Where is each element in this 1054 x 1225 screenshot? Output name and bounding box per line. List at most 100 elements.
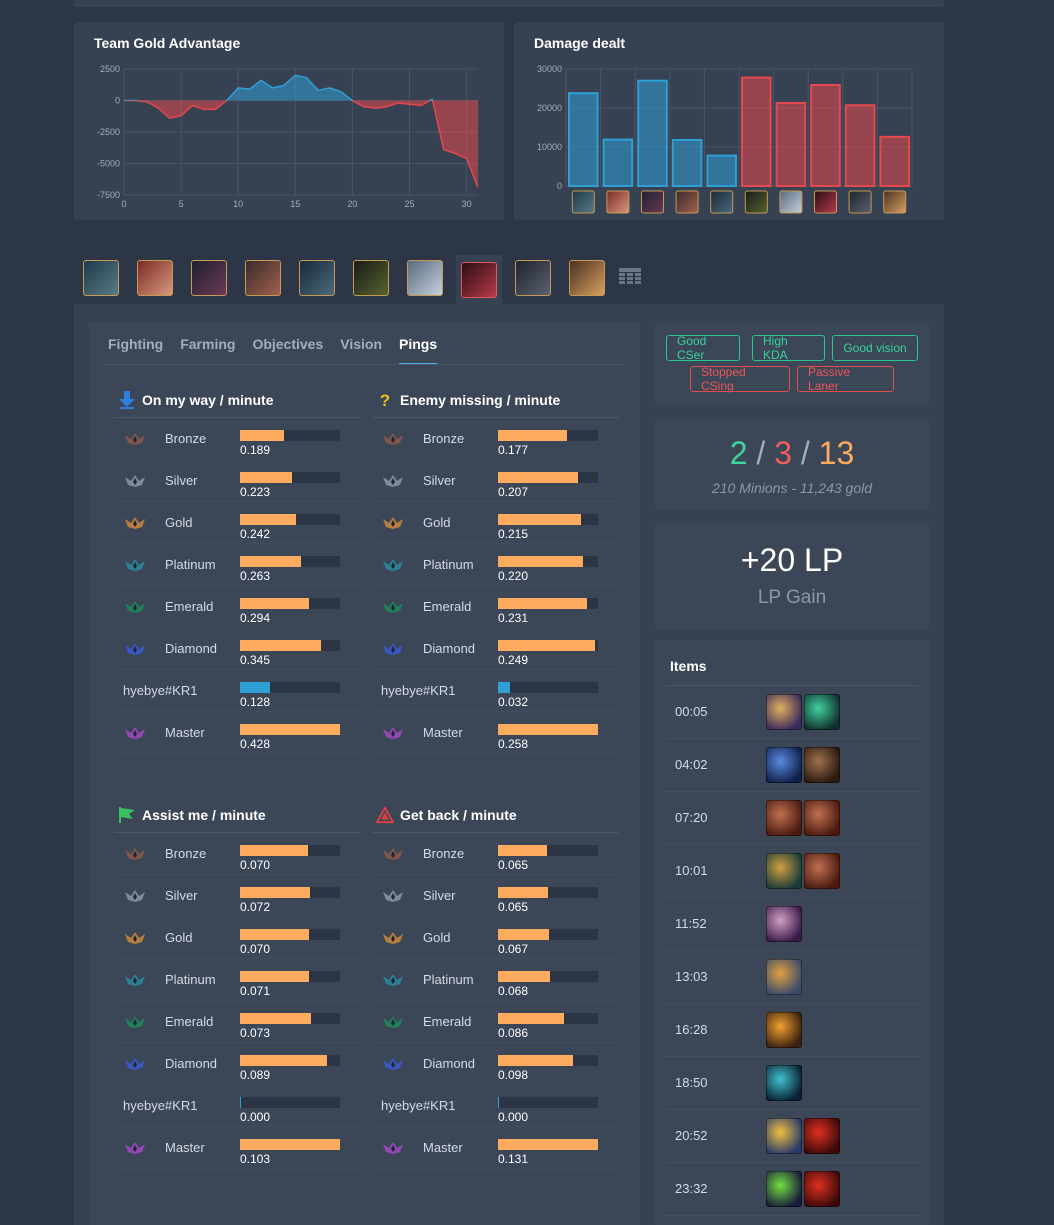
ping-row-value: 0.098 xyxy=(498,1068,529,1082)
ping-row: Bronze 0.070 xyxy=(114,833,361,875)
champion-tab-5[interactable] xyxy=(294,255,340,301)
gold-tier-icon xyxy=(124,516,146,530)
item-purchase-row: 10:01 xyxy=(665,845,920,898)
ping-bar-fill xyxy=(498,1055,573,1066)
subtab-objectives[interactable]: Objectives xyxy=(252,336,324,352)
ping-section-title: Enemy missing / minute xyxy=(400,391,561,408)
item-time: 20:52 xyxy=(675,1128,708,1143)
champion-tab-2[interactable] xyxy=(132,255,178,301)
gold-line-positive xyxy=(124,74,434,101)
damage-bar[interactable] xyxy=(602,138,634,187)
item-purchase-row: 04:02 xyxy=(665,739,920,792)
hat-item-icon[interactable] xyxy=(804,1171,840,1207)
damage-bar[interactable] xyxy=(810,83,841,188)
orb-item-icon[interactable] xyxy=(766,694,802,730)
ping-row-value: 0.070 xyxy=(240,942,271,956)
gold-x-tick-label: 20 xyxy=(347,199,357,209)
champion-tab-6[interactable] xyxy=(348,255,394,301)
tome-item-icon[interactable] xyxy=(804,853,840,889)
ping-row-value: 0.220 xyxy=(498,569,529,583)
damage-champion-icon xyxy=(883,190,907,214)
ping-bar-fill xyxy=(240,556,301,567)
ping-bar-fill xyxy=(498,1097,499,1108)
ping-section: Assist me / minute Bronze 0.070 Silver 0.072… xyxy=(114,797,361,1169)
grid-view-icon[interactable] xyxy=(619,268,641,286)
damage-champion-icon xyxy=(571,190,595,214)
spellbook-item-icon[interactable] xyxy=(766,906,802,942)
good-badge: Good vision xyxy=(832,335,918,361)
potion-item-icon[interactable] xyxy=(804,694,840,730)
ping-section: Get back / minute Bronze 0.065 Silver 0.065 G… xyxy=(372,797,619,1169)
bronze-tier-icon xyxy=(382,432,404,446)
top-card xyxy=(74,0,944,7)
subtab-divider xyxy=(104,364,625,365)
damage-bar[interactable] xyxy=(879,135,910,187)
damage-bar[interactable] xyxy=(671,138,703,188)
ping-row-label: Master xyxy=(423,725,463,740)
ping-row-value: 0.242 xyxy=(240,527,271,541)
ping-row: Bronze 0.177 xyxy=(372,418,619,460)
item-time: 18:50 xyxy=(675,1075,708,1090)
champion-tab-8[interactable] xyxy=(456,255,502,304)
subtab-pings[interactable]: Pings xyxy=(399,336,438,365)
ping-bar-track xyxy=(240,514,340,525)
ping-bar-track xyxy=(498,640,598,651)
ping-section-header: ? Enemy missing / minute xyxy=(372,382,619,418)
boots-item-icon[interactable] xyxy=(804,747,840,783)
items-card: Items 00:05 04:02 07:20 10:01 11:52 13:03 16:2… xyxy=(655,640,929,1225)
gauntlet-item-icon[interactable] xyxy=(766,959,802,995)
champion-tab-3[interactable] xyxy=(186,255,232,301)
lp-card: +20 LP LP Gain xyxy=(655,523,929,630)
subtab-fighting[interactable]: Fighting xyxy=(108,336,164,352)
good-badge: Good CSer xyxy=(666,334,740,362)
ping-section-header: Assist me / minute xyxy=(114,797,361,833)
champion-portrait-icon xyxy=(245,260,281,296)
ping-row: Bronze 0.189 xyxy=(114,418,361,460)
ping-row-label: Silver xyxy=(423,888,456,903)
item-time: 11:52 xyxy=(675,916,707,931)
tome-item-icon[interactable] xyxy=(766,800,802,836)
champion-tab-9[interactable] xyxy=(510,255,556,301)
ping-bar-fill xyxy=(498,845,547,856)
amulet-item-icon[interactable] xyxy=(766,853,802,889)
item-time: 00:05 xyxy=(675,704,708,719)
ping-bar-track xyxy=(498,845,598,856)
damage-bar[interactable] xyxy=(568,92,599,187)
hat-item-icon[interactable] xyxy=(804,1118,840,1154)
silver-tier-icon xyxy=(124,889,146,903)
item-purchase-row: 00:05 xyxy=(665,686,920,739)
ping-row: Gold 0.242 xyxy=(114,502,361,544)
champion-tab-4[interactable] xyxy=(240,255,286,301)
ping-bar-fill xyxy=(240,845,308,856)
champion-tab-1[interactable] xyxy=(78,255,124,301)
damage-bar[interactable] xyxy=(637,79,668,188)
damage-bar[interactable] xyxy=(741,76,772,187)
ping-section-header: On my way / minute xyxy=(114,382,361,418)
scepter-item-icon[interactable] xyxy=(766,1118,802,1154)
champion-tab-7[interactable] xyxy=(402,255,448,301)
champion-tab-10[interactable] xyxy=(564,255,610,301)
gold-y-tick-label: -2500 xyxy=(97,127,120,137)
platinum-tier-icon xyxy=(382,973,404,987)
damage-bar[interactable] xyxy=(706,154,737,188)
damage-bar[interactable] xyxy=(775,101,807,187)
ping-bar-track xyxy=(240,971,340,982)
ping-bar-track xyxy=(498,598,598,609)
gold-x-tick-label: 30 xyxy=(462,199,472,209)
spirit-item-icon[interactable] xyxy=(766,1065,802,1101)
damage-bar[interactable] xyxy=(844,104,876,187)
bad-badge: Stopped CSing xyxy=(690,365,790,393)
ping-row-value: 0.068 xyxy=(498,984,529,998)
ping-bar-track xyxy=(240,1055,340,1066)
diamond-tier-icon xyxy=(382,1057,404,1071)
tome-item-icon[interactable] xyxy=(804,800,840,836)
champion-portrait-icon xyxy=(461,261,497,298)
ring-item-icon[interactable] xyxy=(766,747,802,783)
ping-section-title: On my way / minute xyxy=(142,391,274,408)
subtab-farming[interactable]: Farming xyxy=(180,336,236,352)
ping-row-value: 0.345 xyxy=(240,653,271,667)
subtab-vision[interactable]: Vision xyxy=(340,336,383,352)
boots-item-icon[interactable] xyxy=(766,1171,802,1207)
wand-item-icon[interactable] xyxy=(766,1012,802,1048)
